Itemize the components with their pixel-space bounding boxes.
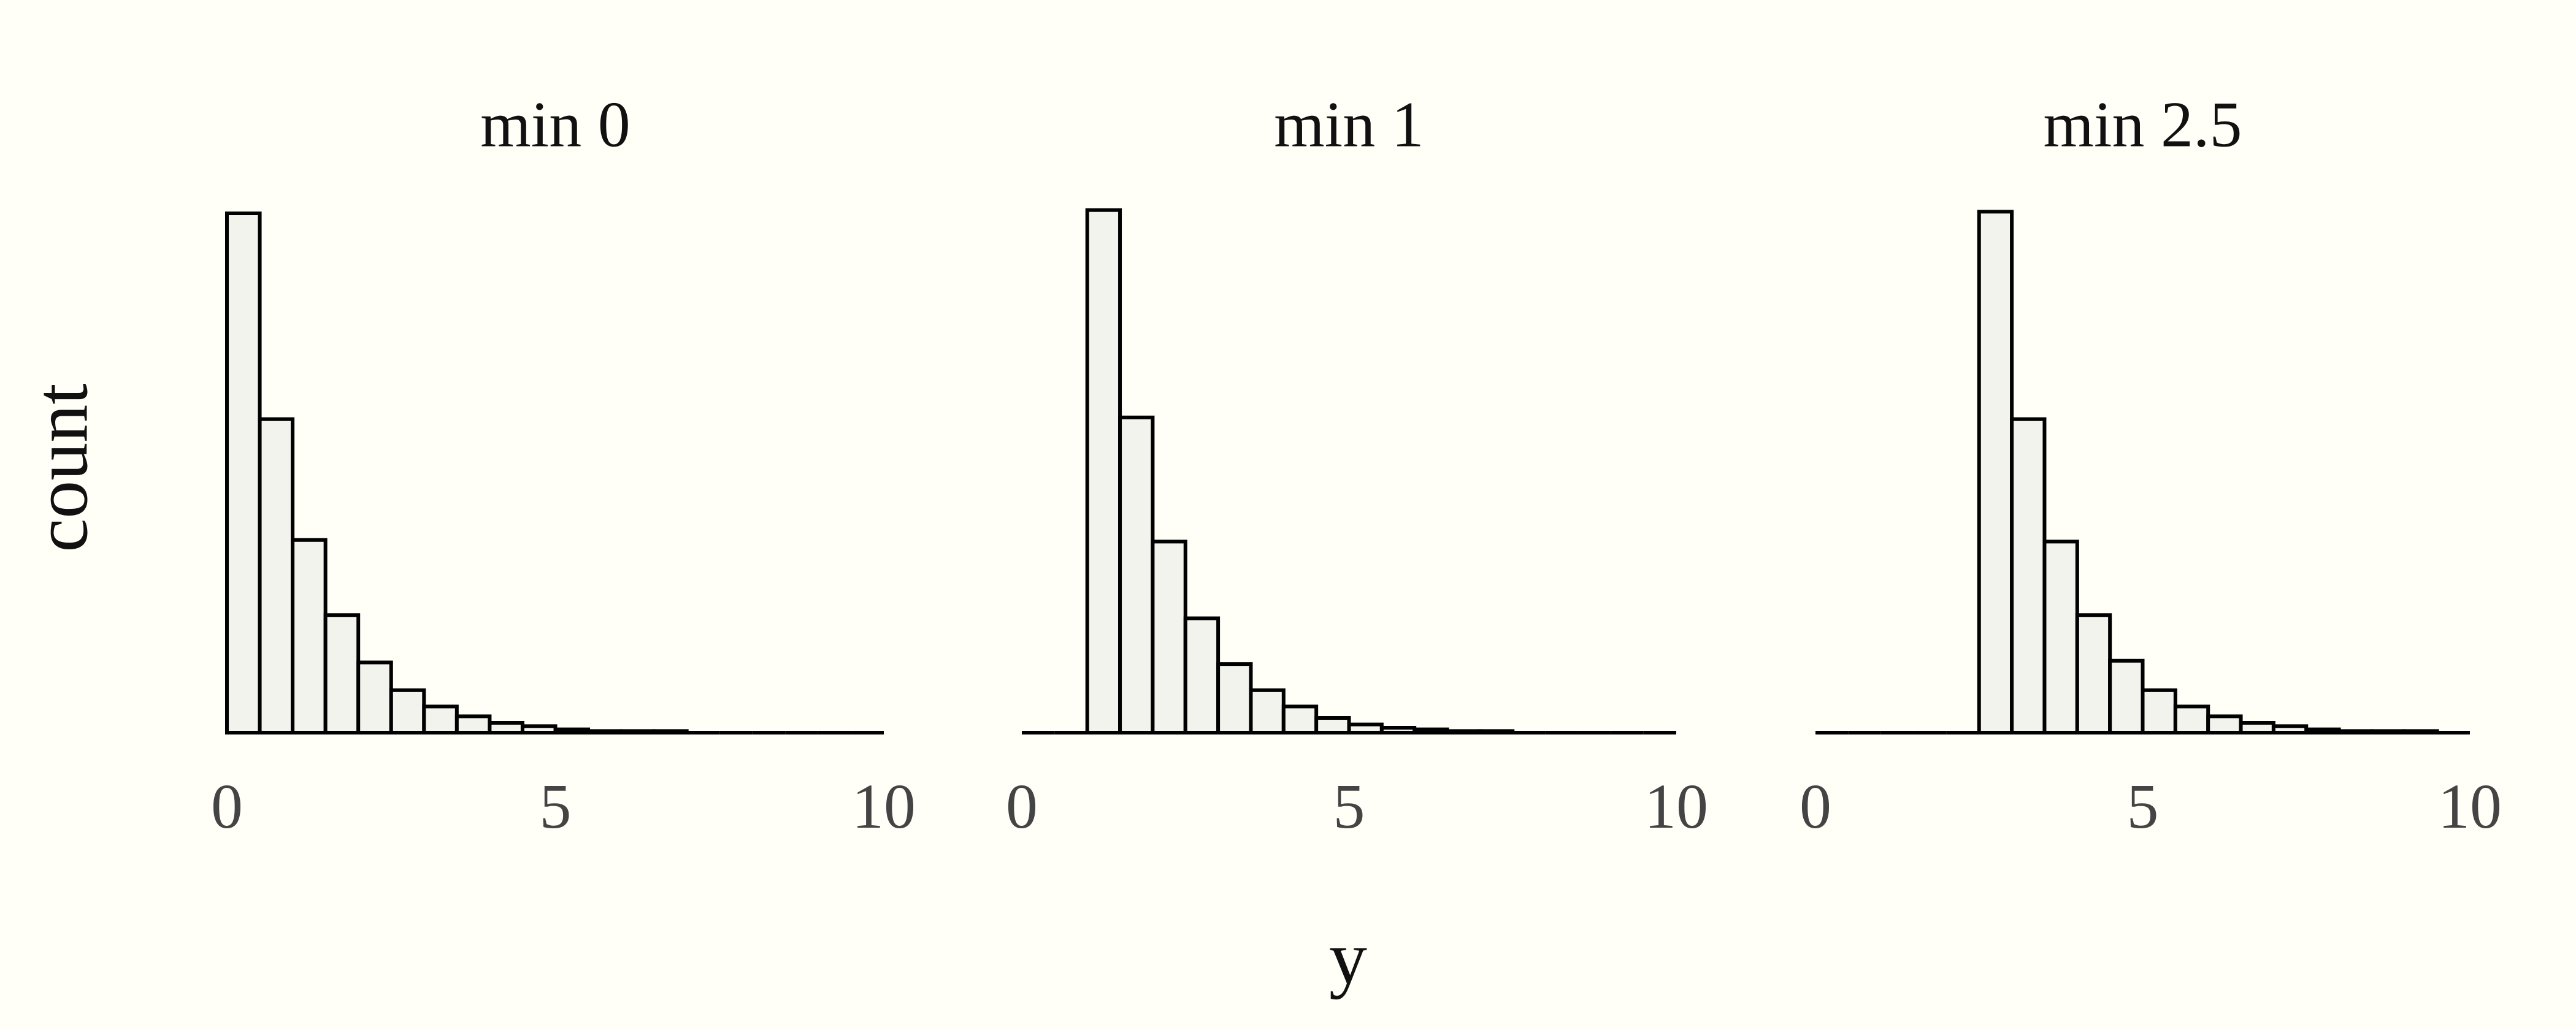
histogram-bar [1379,726,1417,734]
x-tick-label: 5 [2127,771,2159,842]
y-axis-label: count [19,383,103,552]
histogram-bar [2042,540,2079,734]
histogram-bar [2369,729,2407,734]
histogram-bar [2337,729,2374,734]
histogram-bar [258,417,295,734]
histogram-bar [1281,704,1319,734]
histogram-bar [1183,616,1221,734]
histogram-bar [422,704,459,734]
histogram-bar [225,211,262,734]
panel-title: min 1 [1274,88,1424,160]
histogram-bar [2141,688,2177,734]
histogram-bar [553,727,591,734]
histogram-bar [323,613,361,734]
x-tick-label: 10 [1644,771,1708,842]
panel-title: min 2.5 [2044,88,2242,160]
x-axis-label: y [1329,915,1367,999]
histogram-bar [356,660,393,734]
histogram-bar [2173,704,2210,734]
histogram-bar [488,721,524,734]
histogram-bar [1445,729,1482,734]
histogram-bar [389,688,426,734]
histogram-bar [2010,417,2047,734]
histogram-bar [454,714,492,734]
x-tick-label: 5 [540,771,572,842]
histogram-bar [1347,722,1384,734]
histogram-bar [1478,729,1515,734]
x-tick-label: 0 [211,771,243,842]
histogram-bar [1216,662,1253,734]
histogram-bar [586,729,623,734]
x-tick-label: 10 [2438,771,2502,842]
x-tick-label: 0 [1006,771,1038,842]
histogram-bar [1085,208,1122,734]
histogram-bar [2206,714,2243,734]
histogram-bar [2304,727,2341,734]
histogram-bar [1977,210,2014,734]
histogram-bar [2108,658,2145,734]
histogram-bar [2239,721,2275,734]
histogram-bar [291,538,328,734]
histogram-bar [1249,688,1286,734]
x-tick-label: 10 [852,771,916,842]
x-tick-label: 5 [1333,771,1365,842]
x-tick-label: 0 [1800,771,1831,842]
histogram-bar [520,724,558,734]
histogram-bar [2075,613,2112,734]
histogram-bar [652,729,689,734]
histogram-bar [1151,540,1187,734]
histogram-bar [2402,729,2439,734]
histogram-bar [1118,415,1155,734]
histogram-bar [619,729,656,734]
histogram-bar [2271,724,2309,734]
histogram-bar [1413,727,1449,734]
panel-title: min 0 [480,88,630,160]
histogram-bar [1314,716,1351,734]
